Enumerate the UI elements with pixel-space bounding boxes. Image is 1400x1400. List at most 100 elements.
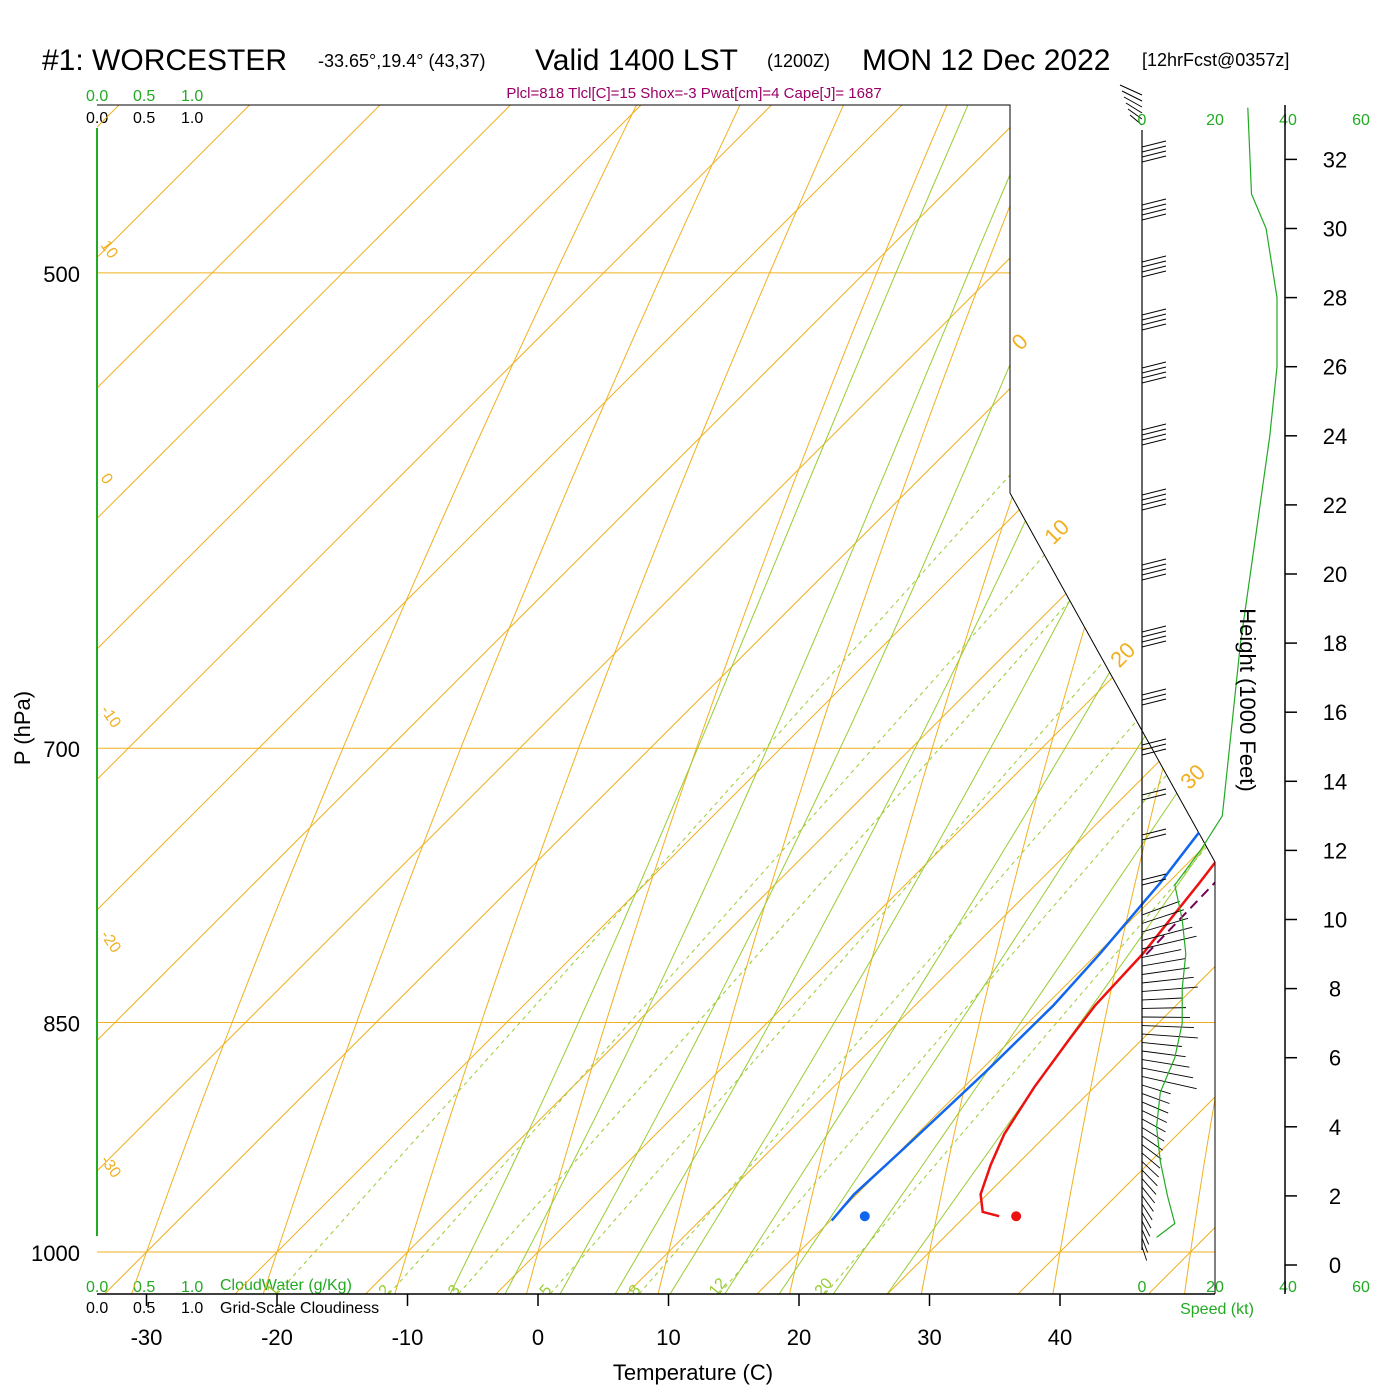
speed-tick-top-60: 60 bbox=[1352, 112, 1370, 129]
wind-barb-8-2 bbox=[1141, 635, 1167, 643]
wind-barb-9-1 bbox=[1141, 693, 1167, 701]
cloudwater-label: CloudWater (g/Kg) bbox=[220, 1277, 352, 1294]
plot-frame bbox=[97, 104, 1216, 1294]
dry-adiabat--10 bbox=[367, 105, 1215, 1294]
wind-barb-low-30 bbox=[1141, 1169, 1158, 1187]
valid-date: MON 12 Dec 2022 bbox=[862, 44, 1110, 77]
isotherm-0 bbox=[403, 105, 1215, 1294]
wind-barb-12-1 bbox=[1141, 833, 1167, 841]
mixing-ratio-label-20: 20 bbox=[812, 1275, 837, 1300]
moist-adiabat-16 bbox=[611, 105, 1215, 1294]
isotherm-label-right-20: 20 bbox=[1105, 637, 1140, 672]
surface-dewpoint-marker bbox=[859, 1211, 870, 1222]
wind-barb-6-1 bbox=[1141, 493, 1167, 501]
x-tick-label-0: 0 bbox=[532, 1325, 544, 1350]
wind-barb-low-23 bbox=[1141, 1110, 1168, 1123]
wind-barb-low-13 bbox=[1141, 1025, 1194, 1029]
isotherm-label-left-3: -20 bbox=[97, 928, 124, 957]
wind-barb-0-3 bbox=[1141, 155, 1167, 163]
wind-barb-low-38 bbox=[1141, 1237, 1149, 1253]
parcel-line bbox=[1145, 105, 1215, 956]
x-tick-label-10: 10 bbox=[656, 1325, 680, 1350]
dry-adiabat-30 bbox=[903, 105, 1215, 1294]
dry-adiabat-60 bbox=[1306, 0, 1400, 1387]
wind-barb-low-22 bbox=[1141, 1101, 1169, 1114]
dry-adiabat--20 bbox=[233, 105, 1188, 1294]
mixing-ratio-line-8 bbox=[638, 105, 1215, 1294]
height-tick-label-28: 28 bbox=[1323, 286, 1347, 311]
isotherm--10 bbox=[272, 105, 1215, 1294]
pressure-tick-label-1000: 1000 bbox=[31, 1241, 80, 1266]
cloud-scale-bottom-green-1: 0.5 bbox=[133, 1279, 155, 1296]
isotherm--120 bbox=[97, 105, 989, 1294]
height-axis-label: Height (1000 Feet) bbox=[1235, 608, 1260, 791]
wind-barb-low-28 bbox=[1141, 1152, 1161, 1169]
dry-adiabat-40 bbox=[1037, 105, 1215, 1294]
wind-barb-7-1 bbox=[1141, 563, 1167, 571]
x-tick-label--20: -20 bbox=[261, 1325, 293, 1350]
wind-barb-7-0 bbox=[1141, 558, 1167, 566]
height-tick-label-4: 4 bbox=[1329, 1115, 1341, 1140]
wind-barb-low-6 bbox=[1141, 958, 1186, 967]
wind-barb-low-0 bbox=[1141, 900, 1180, 916]
wind-barb-1-0 bbox=[1141, 198, 1167, 206]
isotherm-30 bbox=[794, 105, 1215, 1294]
isotherm--30 bbox=[97, 105, 1215, 1294]
forecast-info: [12hrFcst@0357z] bbox=[1142, 50, 1289, 70]
wind-barb-low-14 bbox=[1141, 1033, 1198, 1039]
moist-adiabat-8 bbox=[507, 105, 1215, 1294]
moist-adiabat-0 bbox=[402, 105, 1215, 1294]
cloud-scale-top-black-0: 0.0 bbox=[86, 110, 108, 127]
station-title: #1: WORCESTER bbox=[42, 44, 287, 77]
mixing-ratio-line-12 bbox=[719, 105, 1215, 1294]
isotherm--90 bbox=[97, 105, 1215, 1294]
wind-barb-6-0 bbox=[1141, 488, 1167, 496]
wind-barb-11-0 bbox=[1141, 788, 1167, 796]
wind-barb-low-21 bbox=[1141, 1093, 1170, 1104]
wind-barb-4-2 bbox=[1141, 371, 1167, 379]
station-coords: -33.65°,19.4° (43,37) bbox=[318, 51, 486, 71]
wind-barb-low-18 bbox=[1141, 1067, 1194, 1079]
wind-barb-low-19 bbox=[1141, 1076, 1197, 1090]
height-tick-label-22: 22 bbox=[1323, 493, 1347, 518]
cloud-scale-bottom-green-0: 0.0 bbox=[86, 1279, 108, 1296]
wind-barb-top-5 bbox=[1129, 114, 1143, 126]
height-tick-label-20: 20 bbox=[1323, 562, 1347, 587]
isotherm--100 bbox=[97, 105, 1215, 1294]
wind-barb-low-1 bbox=[1141, 909, 1184, 924]
wind-barb-low-8 bbox=[1141, 976, 1194, 984]
wind-barb-low-33 bbox=[1141, 1195, 1154, 1212]
isotherm-label-left-4: -30 bbox=[97, 1153, 124, 1182]
wind-barb-0-2 bbox=[1141, 150, 1167, 158]
pressure-tick-label-500: 500 bbox=[43, 262, 80, 287]
speed-tick-top-0: 0 bbox=[1138, 112, 1147, 129]
wind-barb-low-32 bbox=[1141, 1186, 1156, 1204]
isotherm-label-left-0: 10 bbox=[97, 238, 121, 262]
wind-barb-4-1 bbox=[1141, 366, 1167, 374]
isotherm-10 bbox=[533, 105, 1215, 1294]
wind-barb-low-4 bbox=[1141, 935, 1197, 950]
wind-barb-13-1 bbox=[1141, 878, 1167, 886]
wind-barb-5-0 bbox=[1141, 423, 1167, 431]
cloud-scale-bottom-black-0: 0.0 bbox=[86, 1300, 108, 1317]
wind-barb-low-16 bbox=[1141, 1050, 1186, 1058]
wind-barb-low-39 bbox=[1141, 1246, 1148, 1261]
wind-barb-top-4 bbox=[1127, 108, 1143, 120]
wind-barb-10-1 bbox=[1141, 743, 1167, 751]
wind-barb-top-0 bbox=[1119, 84, 1143, 96]
mixing-ratio-line-3 bbox=[458, 105, 1215, 1294]
wind-barb-low-2 bbox=[1141, 917, 1189, 933]
height-tick-label-26: 26 bbox=[1323, 355, 1347, 380]
dry-adiabat--30 bbox=[99, 105, 1101, 1294]
wind-barb-2-0 bbox=[1141, 255, 1167, 263]
height-tick-label-14: 14 bbox=[1323, 769, 1347, 794]
wind-barb-low-15 bbox=[1141, 1042, 1182, 1047]
wind-barb-low-9 bbox=[1141, 986, 1198, 992]
speed-tick-bottom-0: 0 bbox=[1138, 1279, 1147, 1296]
profiles bbox=[830, 105, 1215, 1222]
speed-line bbox=[1155, 107, 1278, 1238]
